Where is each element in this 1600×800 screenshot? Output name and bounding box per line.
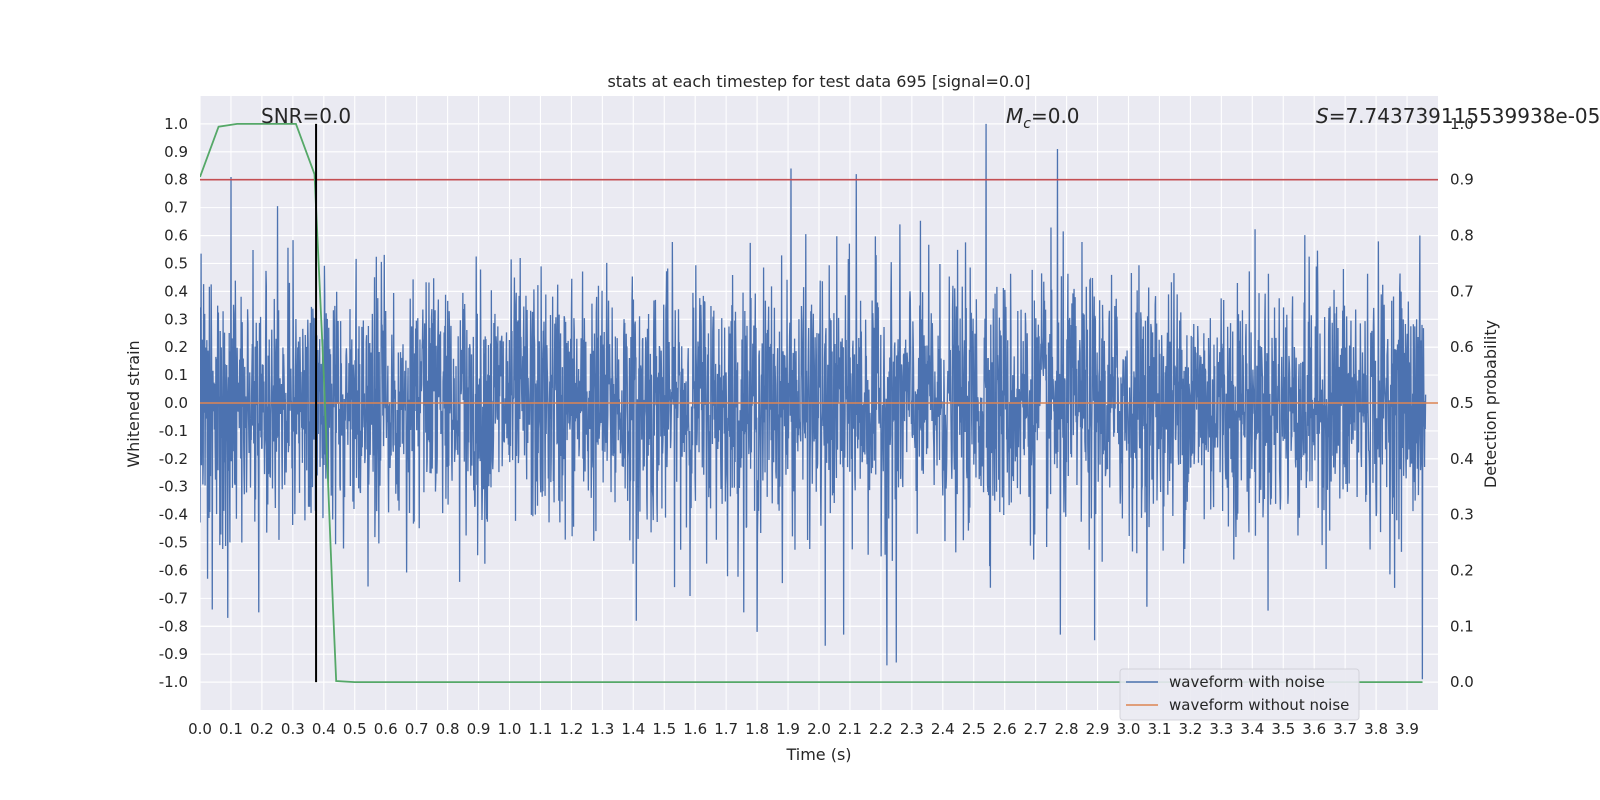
y-tick-label: 1.0 bbox=[164, 115, 188, 133]
x-tick-label: 3.5 bbox=[1271, 720, 1295, 738]
y-tick-label: 0.1 bbox=[164, 366, 188, 384]
s-annotation: S=7.743739115539938e-05 bbox=[1316, 104, 1600, 128]
x-tick-label: 2.1 bbox=[838, 720, 862, 738]
x-tick-label: 3.8 bbox=[1364, 720, 1388, 738]
x-tick-label: 2.3 bbox=[900, 720, 924, 738]
y-tick-label: 0.4 bbox=[164, 282, 188, 300]
x-tick-label: 1.3 bbox=[590, 720, 614, 738]
y2-tick-label: 1.0 bbox=[1450, 115, 1474, 133]
x-tick-label: 0.7 bbox=[405, 720, 429, 738]
x-tick-label: 1.7 bbox=[714, 720, 738, 738]
y-tick-label: -0.4 bbox=[159, 506, 188, 524]
x-tick-label: 0.0 bbox=[188, 720, 212, 738]
y-tick-label: -0.2 bbox=[159, 450, 188, 468]
y-tick-label: 0.6 bbox=[164, 227, 188, 245]
x-tick-label: 2.7 bbox=[1024, 720, 1048, 738]
y2-tick-label: 0.0 bbox=[1450, 673, 1474, 691]
x-tick-label: 1.2 bbox=[559, 720, 583, 738]
x-tick-label: 0.6 bbox=[374, 720, 398, 738]
x-tick-label: 3.4 bbox=[1240, 720, 1264, 738]
chart-title: stats at each timestep for test data 695… bbox=[607, 72, 1030, 91]
y2-tick-label: 0.9 bbox=[1450, 171, 1474, 189]
y2-tick-label: 0.7 bbox=[1450, 282, 1474, 300]
y-axis-label: Whitened strain bbox=[124, 340, 143, 467]
x-tick-label: 2.2 bbox=[869, 720, 893, 738]
y-tick-label: 0.2 bbox=[164, 338, 188, 356]
series-detection-probability bbox=[200, 123, 1423, 683]
x-tick-label: 2.8 bbox=[1055, 720, 1079, 738]
x-tick-label: 3.1 bbox=[1148, 720, 1172, 738]
y-tick-label: -0.1 bbox=[159, 422, 188, 440]
x-tick-label: 1.5 bbox=[652, 720, 676, 738]
x-tick-label: 1.4 bbox=[621, 720, 645, 738]
x-tick-label: 3.3 bbox=[1209, 720, 1233, 738]
x-tick-label: 1.6 bbox=[683, 720, 707, 738]
x-tick-label: 3.7 bbox=[1333, 720, 1357, 738]
x-tick-label: 0.5 bbox=[343, 720, 367, 738]
y-tick-label: -0.5 bbox=[159, 534, 188, 552]
legend: waveform with noise waveform without noi… bbox=[1119, 668, 1360, 721]
x-tick-label: 2.0 bbox=[807, 720, 831, 738]
y-tick-label: -0.7 bbox=[159, 589, 188, 607]
y-tick-label: 0.0 bbox=[164, 394, 188, 412]
y-tick-label: -0.8 bbox=[159, 617, 188, 635]
y2-tick-label: 0.6 bbox=[1450, 338, 1474, 356]
x-tick-label: 3.2 bbox=[1178, 720, 1202, 738]
x-tick-label: 0.1 bbox=[219, 720, 243, 738]
y-tick-label: -0.9 bbox=[159, 645, 188, 663]
snr-annotation: SNR=0.0 bbox=[261, 104, 351, 128]
y-tick-label: 0.5 bbox=[164, 254, 188, 272]
x-tick-label: 0.8 bbox=[436, 720, 460, 738]
x-tick-label: 0.2 bbox=[250, 720, 274, 738]
x-tick-label: 1.9 bbox=[776, 720, 800, 738]
x-tick-label: 3.9 bbox=[1395, 720, 1419, 738]
legend-label-without-noise: waveform without noise bbox=[1169, 696, 1349, 714]
y-tick-label: -1.0 bbox=[159, 673, 188, 691]
x-tick-label: 0.3 bbox=[281, 720, 305, 738]
x-axis-label: Time (s) bbox=[785, 745, 851, 764]
y-tick-label: 0.8 bbox=[164, 171, 188, 189]
y2-tick-label: 0.1 bbox=[1450, 617, 1474, 635]
y2-tick-label: 0.3 bbox=[1450, 506, 1474, 524]
y2-tick-label: 0.8 bbox=[1450, 227, 1474, 245]
x-tick-label: 3.0 bbox=[1117, 720, 1141, 738]
x-tick-label: 0.9 bbox=[467, 720, 491, 738]
y2-axis-label: Detection probability bbox=[1481, 320, 1500, 488]
x-tick-label: 2.4 bbox=[931, 720, 955, 738]
y-tick-label: 0.3 bbox=[164, 310, 188, 328]
y-tick-label: -0.6 bbox=[159, 561, 188, 579]
y2-tick-label: 0.2 bbox=[1450, 561, 1474, 579]
y-tick-label: 0.9 bbox=[164, 143, 188, 161]
x-tick-label: 1.0 bbox=[498, 720, 522, 738]
x-tick-label: 1.1 bbox=[529, 720, 553, 738]
x-tick-label: 2.9 bbox=[1086, 720, 1110, 738]
y-tick-label: 0.7 bbox=[164, 199, 188, 217]
mc-annotation: Mc=0.0 bbox=[1006, 104, 1080, 132]
y2-tick-label: 0.4 bbox=[1450, 450, 1474, 468]
x-tick-label: 0.4 bbox=[312, 720, 336, 738]
y-tick-label: -0.3 bbox=[159, 478, 188, 496]
legend-label-with-noise: waveform with noise bbox=[1169, 673, 1325, 691]
x-tick-label: 1.8 bbox=[745, 720, 769, 738]
series-waveform-with-noise bbox=[200, 123, 1427, 680]
y2-tick-label: 0.5 bbox=[1450, 394, 1474, 412]
x-tick-label: 2.6 bbox=[993, 720, 1017, 738]
x-tick-label: 3.6 bbox=[1302, 720, 1326, 738]
x-tick-label: 2.5 bbox=[962, 720, 986, 738]
